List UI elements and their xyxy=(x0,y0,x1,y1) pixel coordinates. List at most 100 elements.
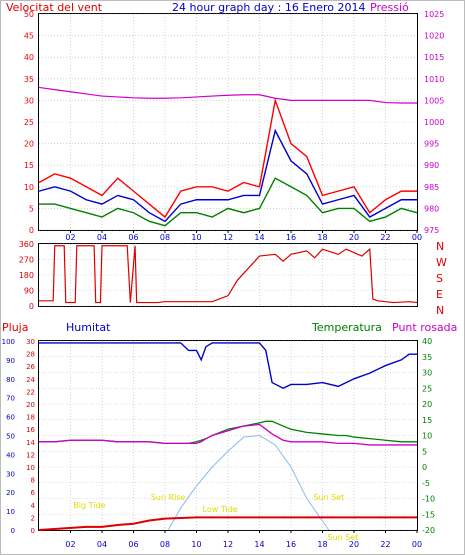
x-axis-ticks: 02 02 04 04 06 06 08 08 10 10 12 12 14 14 16 16 18 18 20 20… xyxy=(65,230,422,549)
x-tick-label: 00 xyxy=(412,540,422,549)
x-tick-label: 14 xyxy=(254,540,264,549)
x-tick-label: 16 xyxy=(286,540,296,549)
humidity-y-tick-label: 100 xyxy=(2,338,15,346)
humidity-y-tick-label: 30 xyxy=(6,470,15,478)
humidity-title: Humitat xyxy=(66,321,111,334)
temperature-y-tick-label: -10 xyxy=(422,495,435,504)
temperature-y-tick-label: -20 xyxy=(422,526,435,535)
direction-panel-frame xyxy=(38,243,418,307)
pressure-y-tick-label: 1010 xyxy=(424,75,444,84)
humidity-y-tick-label: 60 xyxy=(6,414,15,422)
direction-y-tick-label: 360 xyxy=(19,240,34,249)
cardinal-label-W: W xyxy=(436,256,447,269)
x-tick-label: 12 xyxy=(223,540,233,549)
pressure-series xyxy=(38,86,417,104)
temperature-y-tick-label: 30 xyxy=(422,369,432,378)
wind-y-tick-label: 5 xyxy=(29,204,34,213)
wind-y-tick-label: 10 xyxy=(24,183,34,192)
x-tick-label: 04 xyxy=(97,540,107,549)
rain-y-tick-label: 30 xyxy=(26,338,35,346)
temperature-y-tick-label: 0 xyxy=(422,463,427,472)
rain-y-tick-label: 28 xyxy=(26,351,35,359)
direction-y-tick-label: 180 xyxy=(19,271,34,280)
humidity-y-tick-label: 50 xyxy=(6,433,15,441)
x-tick-label: 06 xyxy=(128,233,138,242)
temperature-y-tick-label: -15 xyxy=(422,510,435,519)
pressure-title: Pressió xyxy=(370,1,409,14)
rain-y-tick-label: 6 xyxy=(31,489,36,497)
pressure-y-tick-label: 985 xyxy=(424,183,439,192)
rain-y-tick-label: 12 xyxy=(26,451,35,459)
x-tick-label: 08 xyxy=(160,233,170,242)
wind-y-tick-label: 40 xyxy=(24,53,34,62)
humidity-y-tick-label: 70 xyxy=(6,395,15,403)
temperature-y-tick-label: 10 xyxy=(422,432,432,441)
x-tick-label: 10 xyxy=(191,233,201,242)
direction-y-tick-label: 270 xyxy=(19,256,34,265)
humidity-series xyxy=(39,342,417,390)
wind-series-green xyxy=(39,177,418,227)
rain-y-tick-label: 8 xyxy=(31,477,35,485)
wind-y-tick-label: 20 xyxy=(24,140,34,149)
x-tick-label: 22 xyxy=(380,233,390,242)
direction-series xyxy=(39,245,418,304)
axis-labels: 0510152025303540455097598098599099510001… xyxy=(2,10,445,535)
x-tick-label: 18 xyxy=(317,233,327,242)
direction-y-tick-label: 0 xyxy=(29,302,34,311)
humidity-y-tick-label: 10 xyxy=(6,508,15,516)
grid-lines xyxy=(39,13,417,531)
humidity-y-tick-label: 40 xyxy=(6,451,15,459)
humidity-y-tick-label: 0 xyxy=(11,527,15,535)
x-tick-label: 12 xyxy=(223,233,233,242)
rain-y-tick-label: 24 xyxy=(26,376,35,384)
x-tick-label: 16 xyxy=(286,233,296,242)
x-tick-label: 02 xyxy=(65,540,75,549)
rain-y-tick-label: 20 xyxy=(26,401,35,409)
event-label: Big Tide xyxy=(73,501,105,510)
temperature-y-tick-label: 15 xyxy=(422,416,432,425)
cardinal-label-N: N xyxy=(436,240,444,253)
pressure-y-tick-label: 1005 xyxy=(424,96,444,105)
x-tick-label: 20 xyxy=(349,233,359,242)
wind-y-tick-label: 45 xyxy=(24,32,34,41)
rain-y-tick-label: 4 xyxy=(31,502,36,510)
rain-y-tick-label: 0 xyxy=(31,527,35,535)
rain-y-tick-label: 26 xyxy=(26,363,35,371)
pressure-y-tick-label: 990 xyxy=(424,161,439,170)
cardinal-label-S: S xyxy=(436,272,443,285)
rain-y-tick-label: 2 xyxy=(31,514,35,522)
x-tick-label: 04 xyxy=(97,233,107,242)
x-tick-label: 02 xyxy=(65,233,75,242)
x-tick-label: 06 xyxy=(128,540,138,549)
wind-y-tick-label: 0 xyxy=(29,226,34,235)
temperature-title: Temperatura xyxy=(311,321,382,334)
pressure-y-tick-label: 975 xyxy=(424,226,439,235)
event-label: Sun Rise xyxy=(151,493,186,502)
temperature-y-tick-label: 35 xyxy=(422,353,432,362)
rain-y-tick-label: 14 xyxy=(26,439,35,447)
wind-series-average xyxy=(38,128,417,223)
x-tick-label: 10 xyxy=(191,540,201,549)
graph-date-title: 24 hour graph day : 16 Enero 2014 xyxy=(172,1,366,14)
rain-y-tick-label: 18 xyxy=(26,414,35,422)
cardinal-label-N: N xyxy=(436,304,444,317)
pressure-y-tick-label: 995 xyxy=(424,140,439,149)
rain-title: Pluja xyxy=(2,321,28,334)
pressure-y-tick-label: 1020 xyxy=(424,32,444,41)
event-label: Low Tide xyxy=(203,505,238,514)
dewpoint-title: Punt rosada xyxy=(392,321,457,334)
wind-y-tick-label: 35 xyxy=(24,75,34,84)
wind-y-tick-label: 50 xyxy=(24,10,34,19)
event-label: Sun Set xyxy=(328,533,359,542)
wind-y-tick-label: 15 xyxy=(24,161,34,170)
direction-y-tick-label: 90 xyxy=(24,287,34,296)
sun-elevation-curve xyxy=(167,434,330,531)
humidity-y-tick-label: 90 xyxy=(6,357,15,365)
dewpoint-series xyxy=(39,423,417,446)
cardinal-label-E: E xyxy=(436,288,443,301)
temperature-y-tick-label: 40 xyxy=(422,337,432,346)
temperature-y-tick-label: 25 xyxy=(422,384,432,393)
x-tick-label: 20 xyxy=(349,540,359,549)
